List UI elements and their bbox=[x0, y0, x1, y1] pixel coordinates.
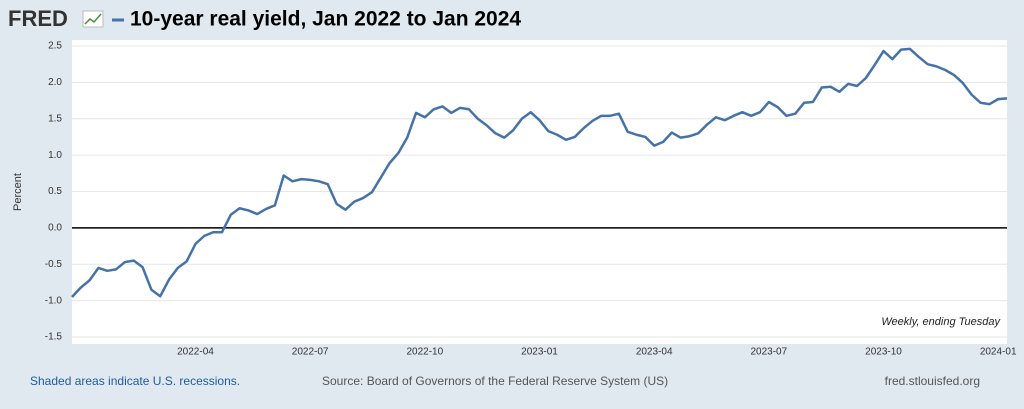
x-tick-label: 2024-01 bbox=[980, 347, 1017, 358]
x-tick-label: 2023-10 bbox=[865, 347, 902, 358]
site-link[interactable]: fred.stlouisfed.org bbox=[885, 374, 980, 388]
source: Source: Board of Governors of the Federa… bbox=[322, 374, 668, 388]
x-tick-label: 2022-04 bbox=[177, 347, 214, 358]
x-tick-label: 2023-01 bbox=[521, 347, 558, 358]
y-tick-label: -1.0 bbox=[45, 295, 63, 306]
y-axis-label: Percent bbox=[12, 173, 24, 211]
y-tick-label: 1.5 bbox=[48, 113, 62, 124]
y-tick-label: -0.5 bbox=[45, 259, 63, 270]
y-tick-label: 0.0 bbox=[48, 223, 62, 234]
x-tick-label: 2022-07 bbox=[292, 347, 329, 358]
y-tick-label: 2.5 bbox=[48, 41, 62, 52]
x-tick-label: 2023-04 bbox=[636, 347, 673, 358]
legend-entry: 10-year real yield, Jan 2022 to Jan 2024 bbox=[130, 8, 521, 31]
brand-logo[interactable]: FRED bbox=[8, 6, 68, 31]
logo-icon bbox=[82, 10, 104, 28]
note: Weekly, ending Tuesday bbox=[881, 316, 1001, 328]
x-tick-label: 2022-10 bbox=[406, 347, 443, 358]
y-tick-label: 2.0 bbox=[48, 77, 62, 88]
series-line bbox=[71, 47, 1008, 298]
y-tick-label: 1.0 bbox=[48, 150, 62, 161]
x-tick-label: 2023-07 bbox=[750, 347, 787, 358]
recessions-link[interactable]: Shaded areas indicate U.S. recessions. bbox=[30, 374, 240, 388]
y-tick-label: -1.5 bbox=[45, 332, 63, 343]
y-tick-label: 0.5 bbox=[48, 186, 62, 197]
